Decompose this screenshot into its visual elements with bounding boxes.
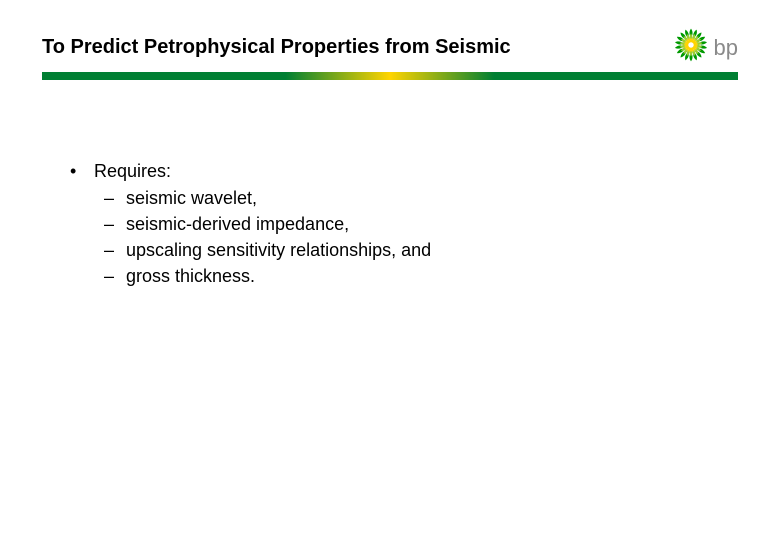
sub-item: – seismic-derived impedance,	[104, 212, 431, 236]
page-title: To Predict Petrophysical Properties from…	[42, 36, 511, 59]
header: To Predict Petrophysical Properties from…	[42, 28, 738, 67]
bp-logo: bp	[674, 28, 738, 67]
sub-item: – seismic wavelet,	[104, 186, 431, 210]
bp-logo-text: bp	[714, 35, 738, 61]
bullet-marker: •	[70, 160, 94, 182]
sub-label: seismic wavelet,	[126, 186, 257, 210]
bullet-label: Requires:	[94, 160, 171, 182]
dash-marker: –	[104, 186, 126, 210]
dash-marker: –	[104, 264, 126, 288]
bullet-item: • Requires:	[70, 160, 431, 182]
dash-marker: –	[104, 238, 126, 262]
sub-label: gross thickness.	[126, 264, 255, 288]
sub-label: seismic-derived impedance,	[126, 212, 349, 236]
sub-label: upscaling sensitivity relationships, and	[126, 238, 431, 262]
sub-item: – upscaling sensitivity relationships, a…	[104, 238, 431, 262]
sub-item: – gross thickness.	[104, 264, 431, 288]
content-area: • Requires: – seismic wavelet, – seismic…	[70, 160, 431, 288]
dash-marker: –	[104, 212, 126, 236]
slide: To Predict Petrophysical Properties from…	[0, 0, 780, 540]
divider-bar	[42, 72, 738, 80]
bp-helios-icon	[674, 28, 708, 67]
